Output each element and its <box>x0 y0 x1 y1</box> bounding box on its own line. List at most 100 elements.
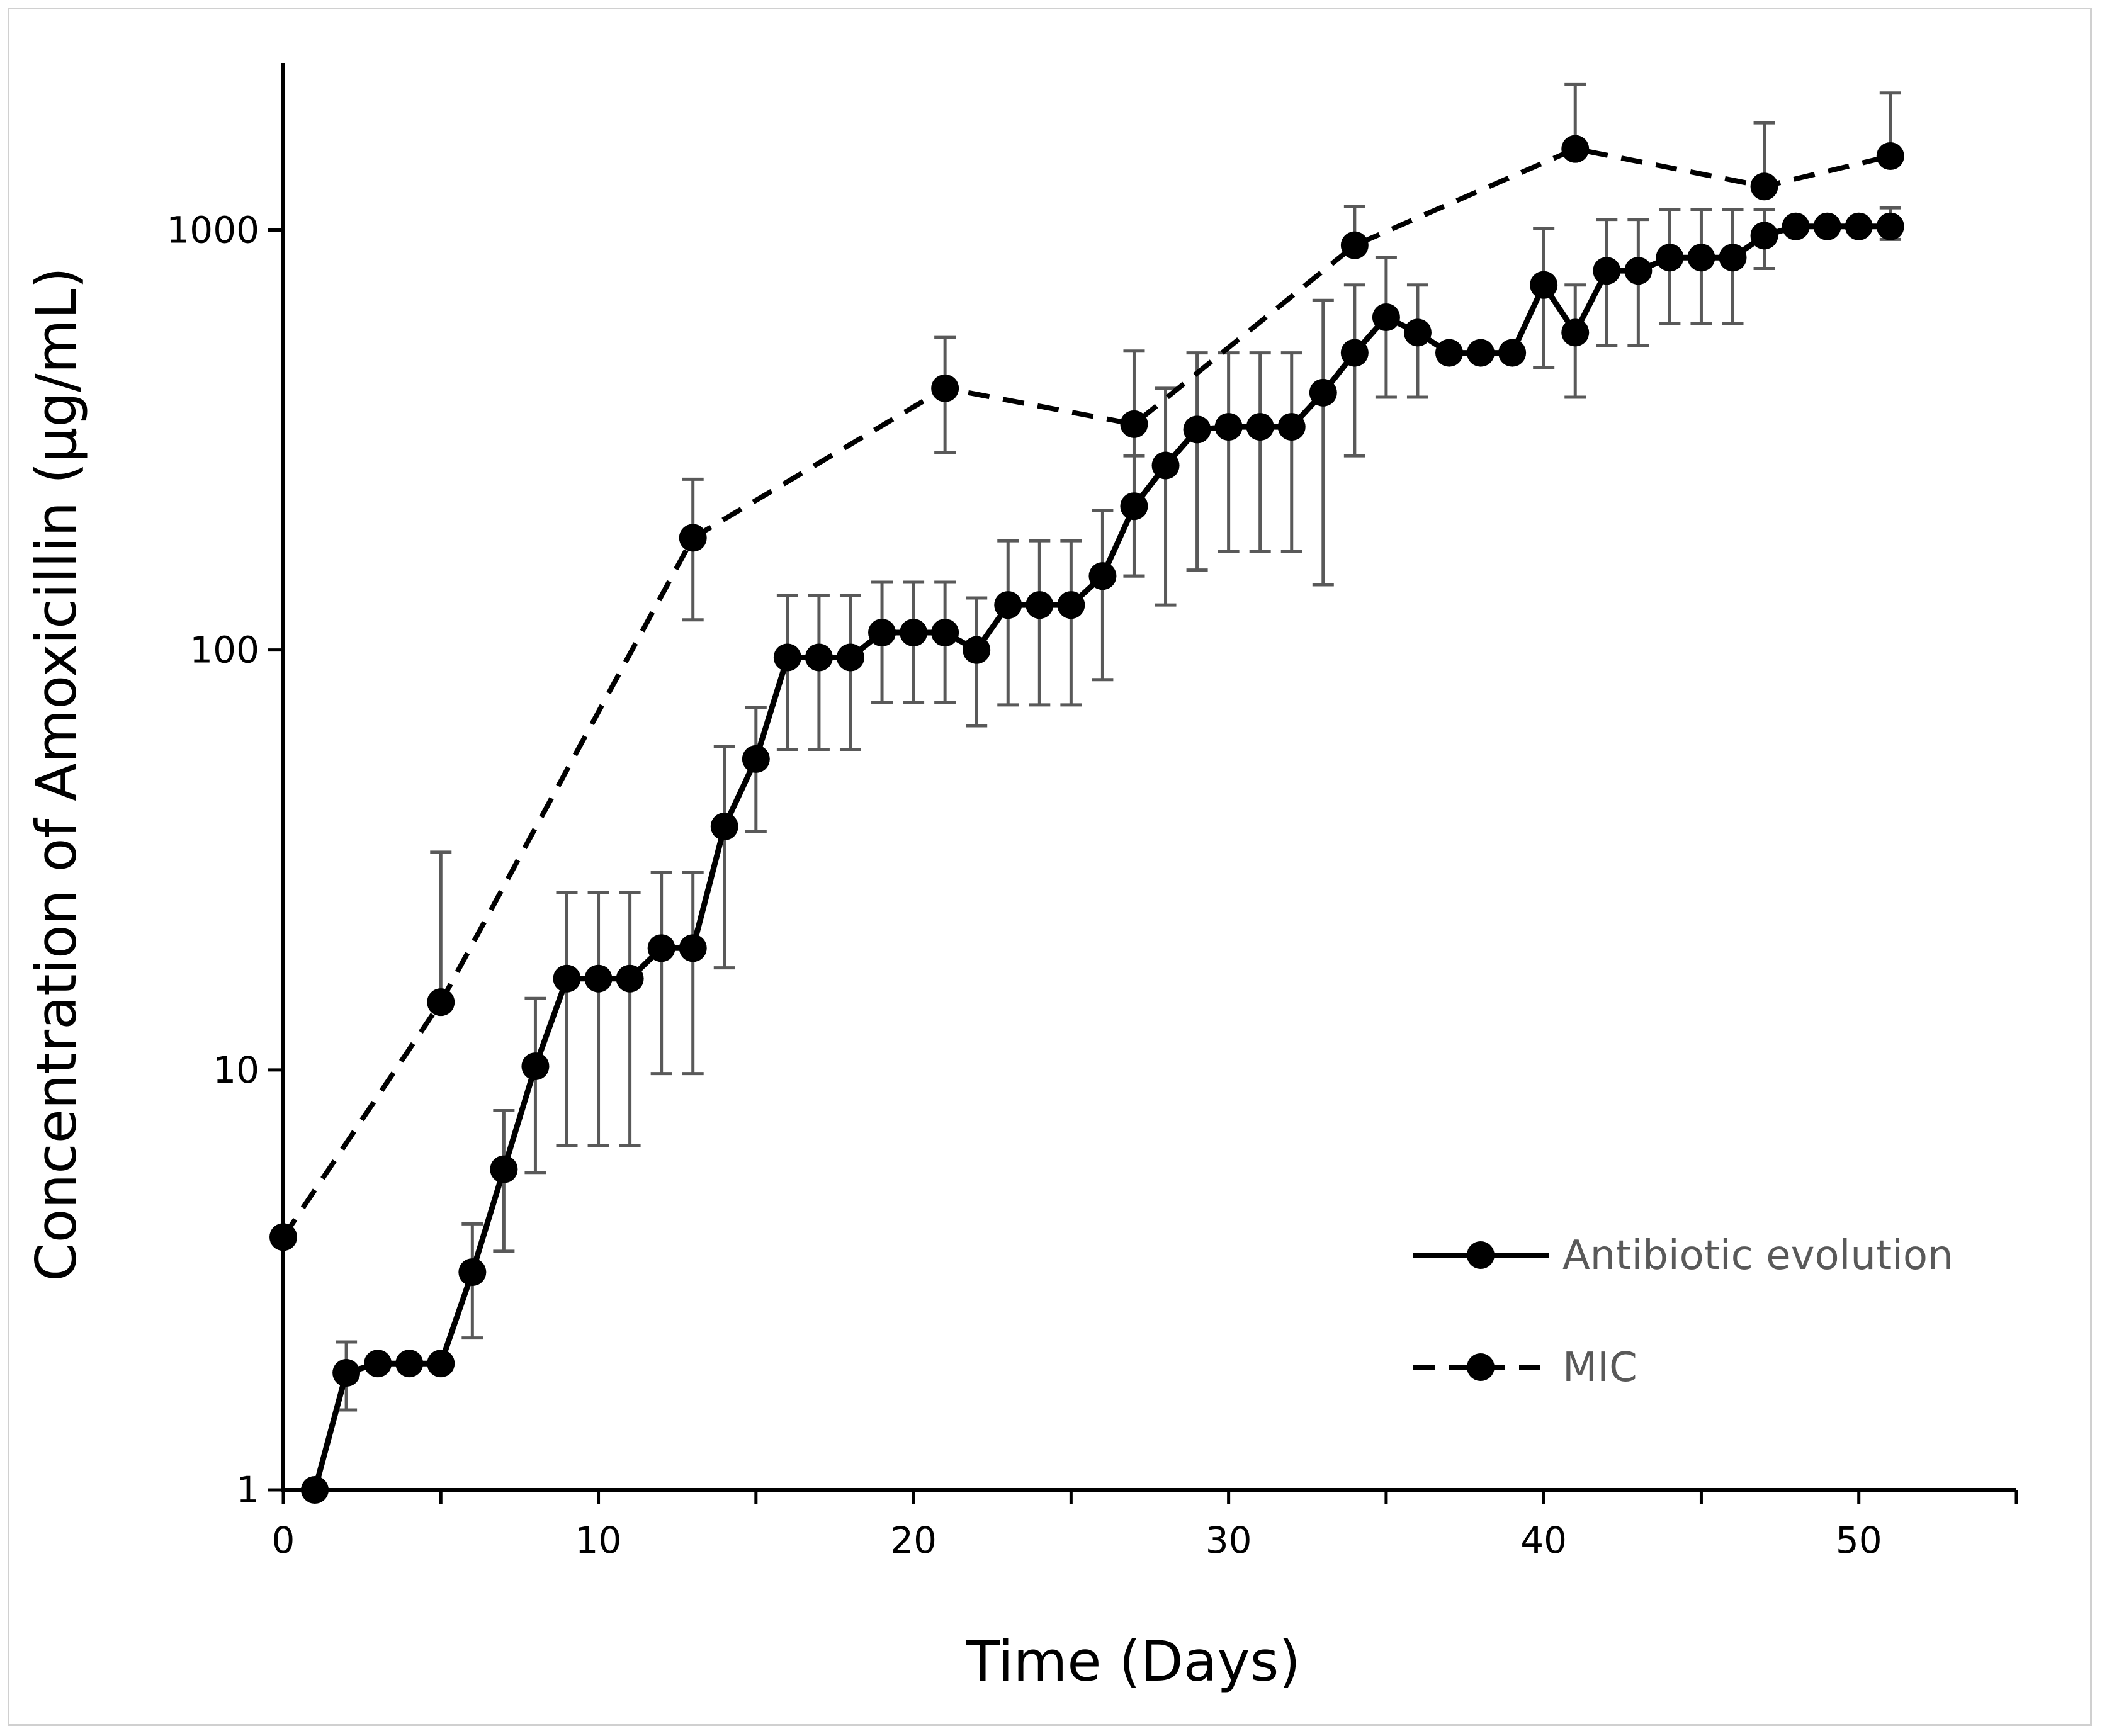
antibiotic-evolution-point <box>584 964 613 993</box>
error-bars <box>336 82 1901 1412</box>
antibiotic-evolution-error-bar <box>650 871 672 1076</box>
antibiotic-evolution-point <box>679 934 707 962</box>
antibiotic-evolution-point <box>1530 271 1558 299</box>
mic-point <box>1750 172 1778 201</box>
antibiotic-evolution-point <box>1403 318 1432 347</box>
legend: Antibiotic evolution MIC <box>1413 1232 1953 1391</box>
y-tick-label: 10 <box>213 1049 259 1091</box>
antibiotic-evolution-point <box>1656 244 1684 272</box>
y-tick-label: 1 <box>236 1468 259 1511</box>
antibiotic-evolution-point <box>1277 413 1306 441</box>
mic-point <box>1340 231 1369 259</box>
antibiotic-evolution-point <box>458 1258 487 1287</box>
data-markers <box>269 135 1904 1504</box>
legend-label-mic: MIC <box>1562 1344 1637 1391</box>
mic-line <box>281 146 1891 1239</box>
antibiotic-evolution-point <box>1309 378 1337 407</box>
ticks <box>268 228 2018 1504</box>
antibiotic-evolution-error-bar <box>1060 539 1082 707</box>
series-lines <box>281 146 1891 1491</box>
antibiotic-evolution-point <box>773 643 801 672</box>
antibiotic-evolution-point <box>1151 451 1180 480</box>
antibiotic-evolution-point <box>1593 257 1621 285</box>
antibiotic-evolution-point <box>1120 492 1148 521</box>
antibiotic-evolution-point <box>647 934 675 962</box>
antibiotic-evolution-error-bar <box>1155 386 1177 607</box>
antibiotic-evolution-error-bar <box>1029 539 1051 707</box>
antibiotic-evolution-point <box>1687 244 1715 272</box>
antibiotic-evolution-error-bar <box>1343 283 1365 458</box>
antibiotic-evolution-point <box>1057 591 1085 619</box>
x-axis-title: Time (Days) <box>965 1629 1301 1694</box>
legend-label-antibiotic-evolution: Antibiotic evolution <box>1562 1232 1953 1279</box>
antibiotic-evolution-error-bar <box>587 890 609 1147</box>
x-tick-label: 50 <box>1836 1519 1882 1562</box>
antibiotic-evolution-error-bar <box>619 890 641 1147</box>
antibiotic-evolution-line <box>312 223 1890 1491</box>
antibiotic-evolution-point <box>710 813 738 841</box>
y-tick-label: 1000 <box>166 208 259 251</box>
antibiotic-evolution-point <box>1372 303 1400 332</box>
antibiotic-evolution-point <box>1813 212 1841 240</box>
antibiotic-evolution-point <box>553 964 581 993</box>
antibiotic-evolution-point <box>1088 562 1117 590</box>
antibiotic-evolution-point <box>1624 257 1653 285</box>
mic-point <box>931 374 959 402</box>
antibiotic-evolution-point <box>1561 318 1590 347</box>
antibiotic-evolution-point <box>1719 244 1747 272</box>
antibiotic-evolution-error-bar <box>776 594 798 751</box>
antibiotic-evolution-point <box>490 1155 518 1183</box>
antibiotic-evolution-error-bar <box>1218 351 1240 553</box>
legend-marker-mic <box>1467 1353 1495 1381</box>
y-axis-title: Concentration of Amoxicillin (µg/mL) <box>24 267 89 1282</box>
x-tick-label: 30 <box>1206 1519 1252 1562</box>
antibiotic-evolution-error-bar <box>1186 351 1208 572</box>
mic-point <box>1561 135 1590 163</box>
antibiotic-evolution-point <box>1026 591 1054 619</box>
antibiotic-evolution-point <box>1498 339 1527 367</box>
antibiotic-evolution-error-bar <box>1092 509 1114 682</box>
mic-error-bar <box>430 850 452 1003</box>
antibiotic-evolution-error-bar <box>808 594 830 751</box>
antibiotic-evolution-point <box>994 591 1022 619</box>
tick-labels: 0 10 20 30 40 50 1 10 100 1000 <box>166 208 1882 1562</box>
x-tick-label: 20 <box>890 1519 937 1562</box>
antibiotic-evolution-error-bar <box>839 594 861 751</box>
antibiotic-evolution-point <box>1340 339 1369 367</box>
antibiotic-evolution-point <box>395 1350 424 1378</box>
mic-point <box>1876 142 1904 171</box>
antibiotic-evolution-point <box>805 643 833 672</box>
antibiotic-evolution-point <box>1435 339 1464 367</box>
antibiotic-evolution-point <box>868 619 896 647</box>
mic-point <box>1120 410 1148 438</box>
antibiotic-evolution-point <box>1214 413 1243 441</box>
x-tick-label: 40 <box>1520 1519 1567 1562</box>
antibiotic-evolution-point <box>900 619 928 647</box>
antibiotic-evolution-point <box>836 643 864 672</box>
antibiotic-evolution-error-bar <box>1312 298 1334 587</box>
legend-marker-antibiotic-evolution <box>1467 1241 1495 1269</box>
antibiotic-evolution-error-bar <box>997 539 1019 707</box>
antibiotic-evolution-point <box>1750 222 1778 250</box>
x-tick-label: 0 <box>272 1519 295 1562</box>
mic-point <box>427 988 455 1017</box>
antibiotic-evolution-point <box>1246 413 1274 441</box>
antibiotic-evolution-error-bar <box>556 890 578 1147</box>
antibiotic-evolution-point <box>427 1350 455 1378</box>
mic-point <box>679 524 707 552</box>
chart-frame <box>8 8 2092 1726</box>
mic-error-bar <box>1123 349 1145 578</box>
antibiotic-evolution-point <box>521 1052 550 1081</box>
y-tick-label: 100 <box>189 629 259 672</box>
antibiotic-evolution-point <box>364 1350 392 1378</box>
antibiotic-evolution-error-bar <box>524 996 546 1175</box>
antibiotic-evolution-point <box>1467 339 1495 367</box>
antibiotic-evolution-error-bar <box>682 871 704 1076</box>
antibiotic-evolution-point <box>742 745 770 773</box>
x-tick-label: 10 <box>575 1519 622 1562</box>
antibiotic-evolution-error-bar <box>1280 351 1302 553</box>
antibiotic-evolution-point <box>332 1359 361 1387</box>
antibiotic-evolution-point <box>616 964 644 993</box>
antibiotic-evolution-point <box>1782 212 1810 240</box>
